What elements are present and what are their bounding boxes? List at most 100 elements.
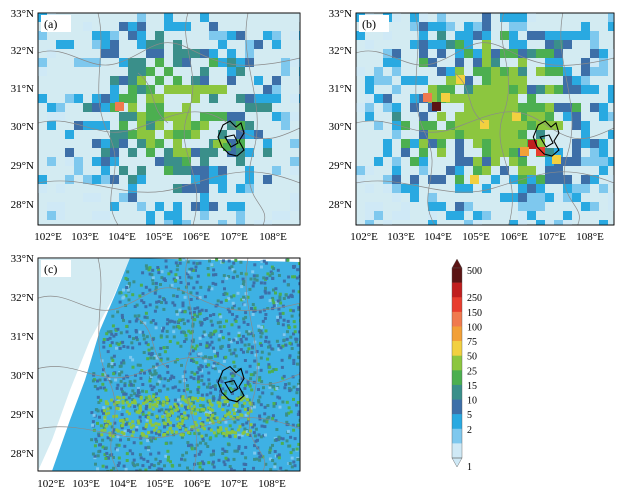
fine-cell: [292, 460, 296, 464]
fine-cell: [167, 408, 171, 412]
fine-cell: [180, 435, 184, 439]
fine-cell-green: [181, 433, 185, 437]
fine-cell: [150, 463, 154, 467]
grid-cell: [401, 184, 410, 193]
fine-cell-green: [207, 406, 211, 410]
fine-cell: [155, 392, 158, 396]
fine-cell: [259, 368, 263, 372]
grid-cell: [536, 85, 545, 94]
fine-cell: [240, 285, 244, 289]
fine-cell-green: [115, 401, 118, 404]
fine-cell: [120, 426, 124, 430]
fine-cell-green: [148, 397, 152, 401]
fine-cell: [253, 457, 256, 461]
grid-cell: [392, 67, 401, 76]
grid-cell: [455, 211, 464, 220]
fine-cell-green: [115, 406, 119, 410]
grid-cell: [155, 40, 164, 49]
fine-cell: [229, 352, 233, 356]
grid-cell: [182, 22, 191, 31]
grid-cell: [263, 85, 272, 94]
fine-cell: [225, 276, 229, 280]
grid-cell: [128, 22, 137, 31]
fine-cell: [298, 303, 300, 307]
fine-cell: [232, 388, 236, 392]
grid-cell: [92, 94, 101, 103]
grid-cell: [446, 76, 455, 85]
lon-tick-label: 103°E: [387, 231, 415, 243]
fine-cell: [233, 387, 237, 391]
grid-cell: [419, 58, 428, 67]
fine-cell: [278, 315, 282, 319]
fine-cell: [258, 310, 262, 314]
fine-cell: [204, 442, 208, 446]
fine-cell-green: [183, 411, 187, 415]
grid-cell: [110, 31, 119, 40]
fine-cell: [131, 346, 135, 350]
fine-cell: [243, 303, 247, 307]
fine-cell: [183, 331, 186, 335]
fine-cell: [181, 304, 185, 308]
fine-cell: [138, 330, 142, 334]
fine-cell: [251, 270, 255, 274]
fine-cell: [209, 421, 212, 425]
fine-cell: [145, 418, 149, 422]
fine-cell: [255, 457, 259, 461]
fine-cell-green: [164, 410, 168, 414]
fine-cell-green: [221, 396, 225, 400]
grid-cell: [128, 85, 137, 94]
fine-cell: [139, 434, 143, 438]
fine-cell-green: [111, 434, 115, 438]
fine-cell: [122, 345, 126, 348]
grid-cell: [263, 220, 272, 225]
fine-cell: [158, 389, 161, 393]
grid-cell: [554, 220, 563, 225]
fine-cell: [174, 261, 178, 265]
fine-cell: [244, 456, 248, 460]
grid-cell: [110, 139, 119, 148]
fine-cell-green: [110, 398, 114, 402]
fine-cell: [152, 393, 156, 397]
grid-cell: [518, 166, 527, 175]
grid-cell: [464, 31, 473, 40]
fine-cell: [245, 394, 249, 398]
fine-cell: [225, 319, 228, 323]
fine-cell: [246, 332, 250, 336]
grid-cell: [518, 139, 527, 148]
fine-cell: [253, 306, 257, 310]
fine-cell-green: [108, 422, 112, 426]
fine-cell: [207, 285, 211, 289]
fine-cell: [248, 287, 252, 291]
grid-cell: [173, 76, 182, 85]
fine-cell: [266, 307, 270, 310]
fine-cell: [263, 316, 267, 320]
fine-cell-green: [217, 404, 221, 408]
fine-cell-green: [208, 399, 212, 403]
grid-cell: [482, 67, 491, 76]
fine-cell: [230, 471, 233, 474]
fine-cell: [97, 432, 101, 436]
fine-cell: [230, 265, 234, 269]
hotspot-cell: [223, 143, 231, 151]
grid-cell: [101, 31, 110, 40]
fine-cell: [236, 341, 239, 345]
colorbar-label: 2: [467, 425, 472, 436]
fine-cell: [177, 409, 181, 413]
fine-cell: [234, 258, 238, 262]
fine-cell: [248, 434, 252, 437]
grid-cell: [47, 157, 56, 166]
fine-cell: [138, 363, 142, 367]
fine-cell: [247, 343, 251, 347]
fine-cell: [235, 449, 239, 453]
fine-cell: [125, 286, 129, 289]
grid-cell: [245, 40, 254, 49]
fine-cell: [295, 403, 299, 407]
grid-cell: [137, 31, 146, 40]
grid-cell: [365, 94, 374, 103]
fine-cell: [172, 424, 176, 428]
fine-cell-green: [165, 401, 169, 405]
fine-cell: [206, 267, 210, 270]
grid-cell: [509, 49, 518, 58]
fine-cell: [221, 447, 225, 451]
